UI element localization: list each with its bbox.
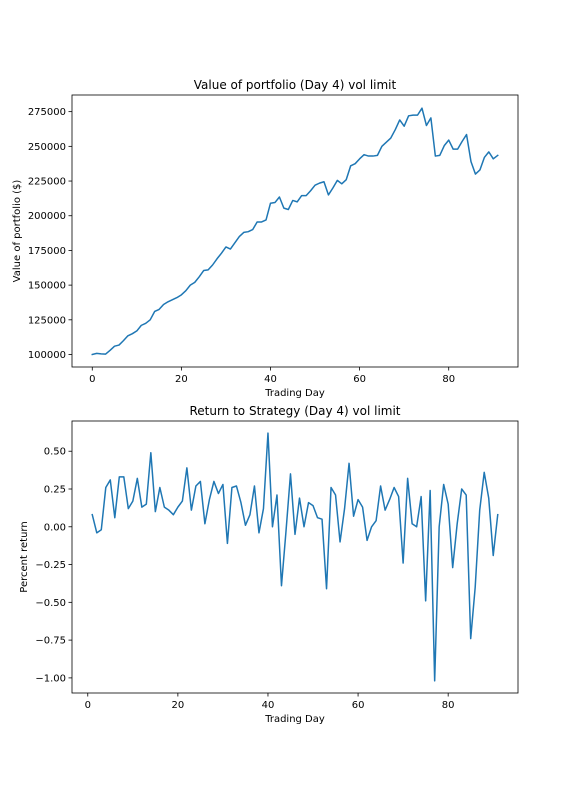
y-tick-label: 150000 xyxy=(28,281,66,292)
x-tick-label: 80 xyxy=(442,700,455,711)
chart-title: Return to Strategy (Day 4) vol limit xyxy=(189,404,400,418)
y-tick-label: 0.00 xyxy=(44,522,66,533)
y-tick-label: 175000 xyxy=(28,246,66,257)
y-tick-label: 0.25 xyxy=(44,485,66,496)
y-tick-label: −0.25 xyxy=(35,560,66,571)
x-axis-label: Trading Day xyxy=(264,714,325,725)
y-tick-label: 250000 xyxy=(28,142,66,153)
plot-frame xyxy=(71,94,519,368)
portfolio-value-line xyxy=(91,107,499,356)
x-tick-label: 0 xyxy=(85,700,91,711)
x-axis-label: Trading Day xyxy=(264,388,325,399)
y-tick-label: −0.75 xyxy=(35,636,66,647)
y-tick-label: 100000 xyxy=(28,350,66,361)
y-tick-label: 200000 xyxy=(28,211,66,222)
percent-return-line xyxy=(91,432,499,682)
percent-return-chart: Return to Strategy (Day 4) vol limit 0 20… xyxy=(19,404,519,725)
x-tick-label: 20 xyxy=(172,700,185,711)
y-tick-label: −0.50 xyxy=(35,598,66,609)
y-axis-label: Percent return xyxy=(19,521,30,592)
y-tick-label: 225000 xyxy=(28,177,66,188)
tick-group: 0 20 40 60 80 100000 125000 150000 175000 200000 2… xyxy=(28,107,455,385)
x-tick-label: 40 xyxy=(264,374,277,385)
plot-frame xyxy=(71,420,519,694)
y-tick-label: −1.00 xyxy=(35,673,66,684)
portfolio-value-chart: Value of portfolio (Day 4) vol limit 0 20… xyxy=(12,78,519,399)
x-tick-label: 60 xyxy=(352,700,365,711)
x-tick-label: 40 xyxy=(262,700,275,711)
y-axis-label: Value of portfolio ($) xyxy=(12,180,23,283)
x-tick-label: 20 xyxy=(175,374,188,385)
y-tick-label: 125000 xyxy=(28,315,66,326)
tick-group: 0 20 40 60 80 −1.00 −0.75 −0.50 −0.25 0.00 0.25 0.5… xyxy=(35,447,454,711)
chart-title: Value of portfolio (Day 4) vol limit xyxy=(194,78,397,92)
x-tick-label: 0 xyxy=(89,374,95,385)
x-tick-label: 80 xyxy=(442,374,455,385)
y-tick-label: 275000 xyxy=(28,107,66,118)
y-tick-label: 0.50 xyxy=(44,447,66,458)
x-tick-label: 60 xyxy=(353,374,366,385)
